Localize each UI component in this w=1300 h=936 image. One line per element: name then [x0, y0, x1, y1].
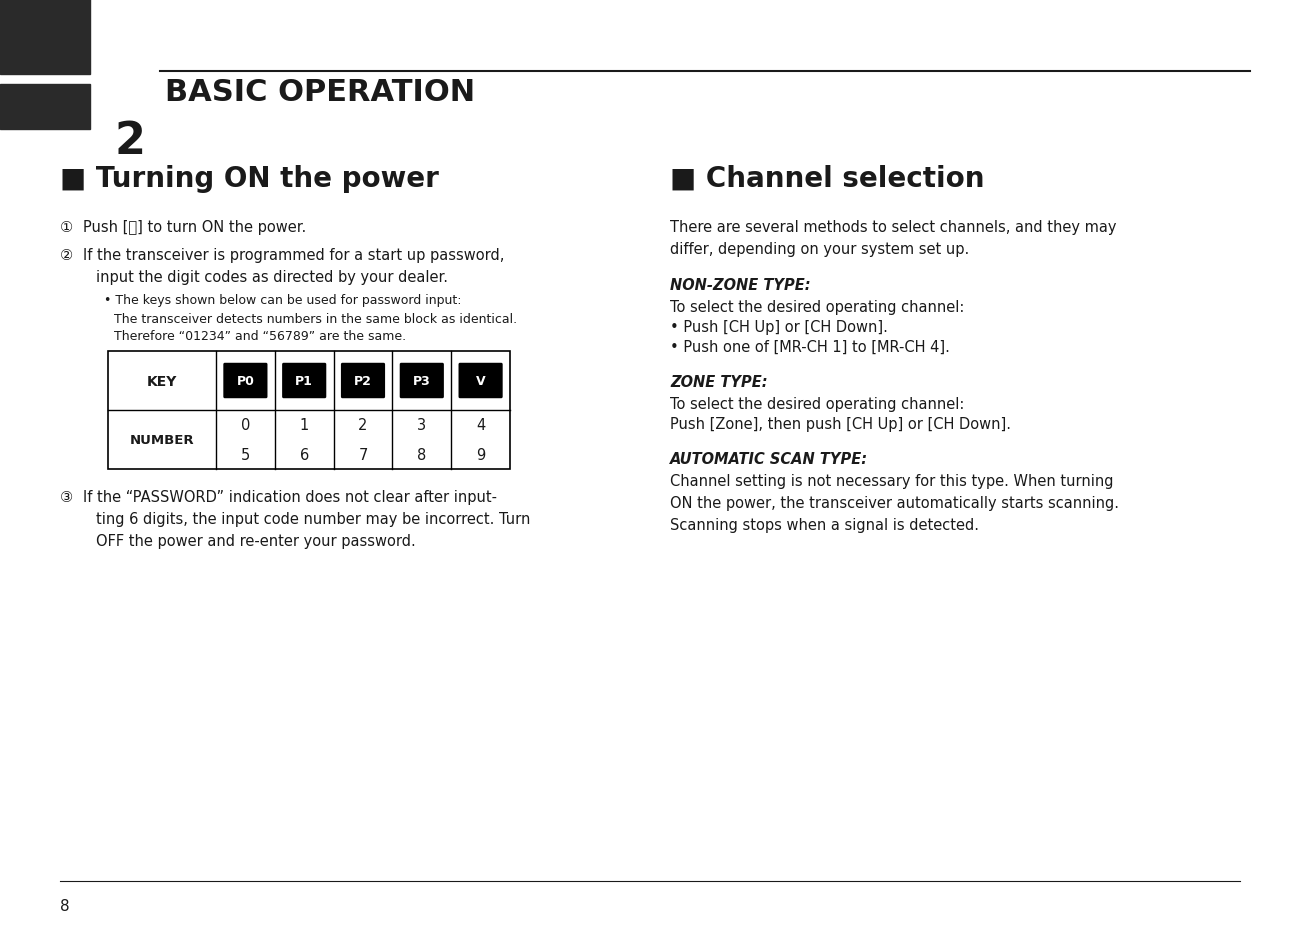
Text: There are several methods to select channels, and they may: There are several methods to select chan…: [670, 220, 1117, 235]
Text: To select the desired operating channel:: To select the desired operating channel:: [670, 300, 965, 314]
Text: ①: ①: [60, 220, 73, 235]
Text: ZONE TYPE:: ZONE TYPE:: [670, 374, 767, 389]
Text: ting 6 digits, the input code number may be incorrect. Turn: ting 6 digits, the input code number may…: [96, 511, 530, 526]
Text: ■ Channel selection: ■ Channel selection: [670, 165, 984, 193]
Text: 0: 0: [240, 417, 250, 432]
Text: differ, depending on your system set up.: differ, depending on your system set up.: [670, 241, 970, 256]
Text: 6: 6: [299, 447, 309, 462]
Text: AUTOMATIC SCAN TYPE:: AUTOMATIC SCAN TYPE:: [670, 451, 868, 466]
Text: NUMBER: NUMBER: [130, 433, 194, 446]
Text: P2: P2: [354, 374, 372, 388]
Text: 8: 8: [60, 898, 70, 913]
FancyBboxPatch shape: [459, 363, 503, 399]
Text: 1: 1: [299, 417, 309, 432]
Text: 5: 5: [240, 447, 250, 462]
Text: input the digit codes as directed by your dealer.: input the digit codes as directed by you…: [96, 270, 448, 285]
Text: If the transceiver is programmed for a start up password,: If the transceiver is programmed for a s…: [83, 248, 504, 263]
Bar: [108, 352, 510, 470]
Text: 3: 3: [417, 417, 426, 432]
Text: V: V: [476, 374, 485, 388]
Text: KEY: KEY: [147, 374, 177, 388]
Bar: [0, 0, 90, 75]
Text: The transceiver detects numbers in the same block as identical.: The transceiver detects numbers in the s…: [114, 313, 517, 326]
Bar: [0, 85, 90, 130]
Text: • Push [CH Up] or [CH Down].: • Push [CH Up] or [CH Down].: [670, 320, 888, 335]
Text: Scanning stops when a signal is detected.: Scanning stops when a signal is detected…: [670, 518, 979, 533]
FancyBboxPatch shape: [341, 363, 385, 399]
Text: 9: 9: [476, 447, 485, 462]
FancyBboxPatch shape: [399, 363, 443, 399]
Text: • Push one of [MR-CH 1] to [MR-CH 4].: • Push one of [MR-CH 1] to [MR-CH 4].: [670, 340, 950, 355]
Text: Channel setting is not necessary for this type. When turning: Channel setting is not necessary for thi…: [670, 474, 1114, 489]
Text: 4: 4: [476, 417, 485, 432]
Text: 7: 7: [359, 447, 368, 462]
Text: P3: P3: [413, 374, 430, 388]
Text: BASIC OPERATION: BASIC OPERATION: [165, 78, 474, 107]
Text: To select the desired operating channel:: To select the desired operating channel:: [670, 397, 965, 412]
Text: 2: 2: [114, 120, 146, 163]
Text: NON-ZONE TYPE:: NON-ZONE TYPE:: [670, 278, 811, 293]
Text: P1: P1: [295, 374, 313, 388]
Text: OFF the power and re-enter your password.: OFF the power and re-enter your password…: [96, 534, 416, 548]
Text: Push [Zone], then push [CH Up] or [CH Down].: Push [Zone], then push [CH Up] or [CH Do…: [670, 417, 1011, 431]
Text: If the “PASSWORD” indication does not clear after input-: If the “PASSWORD” indication does not cl…: [83, 490, 497, 505]
Text: 8: 8: [417, 447, 426, 462]
Text: 2: 2: [359, 417, 368, 432]
Text: ON the power, the transceiver automatically starts scanning.: ON the power, the transceiver automatica…: [670, 495, 1119, 510]
Text: ③: ③: [60, 490, 73, 505]
Text: P0: P0: [237, 374, 255, 388]
Text: Push [⏻] to turn ON the power.: Push [⏻] to turn ON the power.: [83, 220, 307, 235]
Text: ■ Turning ON the power: ■ Turning ON the power: [60, 165, 439, 193]
FancyBboxPatch shape: [282, 363, 326, 399]
Text: • The keys shown below can be used for password input:: • The keys shown below can be used for p…: [104, 294, 461, 307]
Text: ②: ②: [60, 248, 73, 263]
FancyBboxPatch shape: [224, 363, 268, 399]
Text: Therefore “01234” and “56789” are the same.: Therefore “01234” and “56789” are the sa…: [114, 329, 406, 343]
